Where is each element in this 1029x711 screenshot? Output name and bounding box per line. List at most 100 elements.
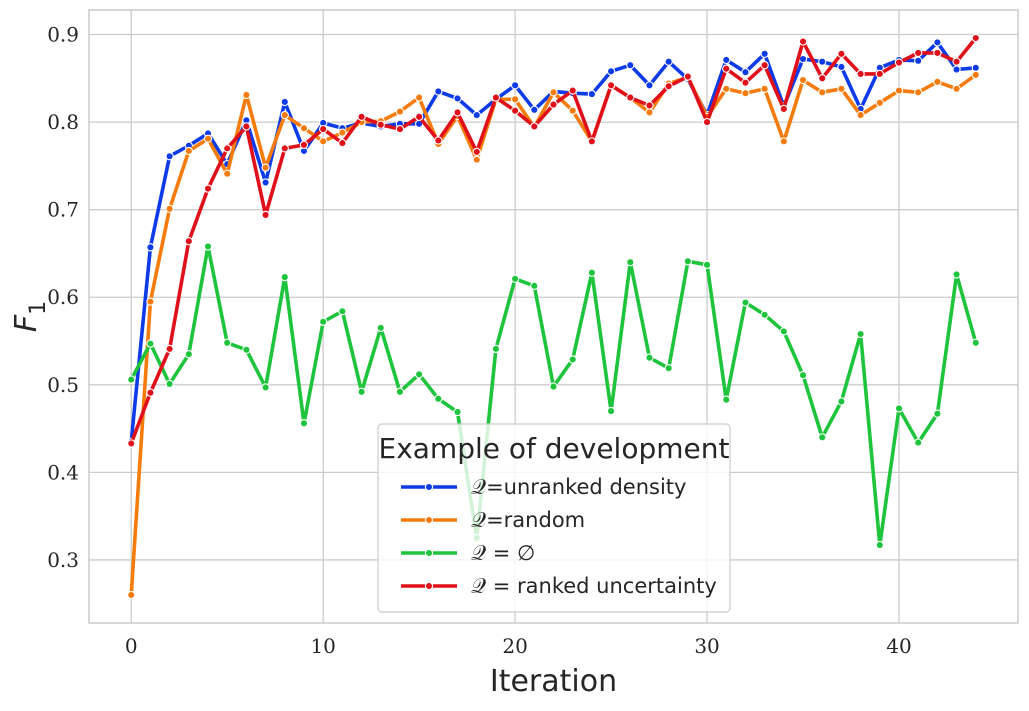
data-point: [587, 89, 597, 99]
data-point: [357, 387, 366, 396]
legend-label: 𝒬 = ranked uncertainty: [471, 574, 717, 598]
data-point: [568, 355, 577, 364]
data-point: [798, 37, 808, 46]
data-point: [741, 298, 750, 307]
data-point: [971, 70, 980, 79]
data-point: [722, 64, 731, 73]
series-layer: [127, 33, 980, 600]
y-tick-label: 0.3: [47, 548, 79, 572]
series-4: [127, 33, 980, 448]
data-point: [299, 419, 309, 428]
data-point: [472, 155, 481, 164]
data-point: [510, 95, 520, 104]
x-tick-label: 10: [310, 634, 335, 658]
data-point: [319, 137, 328, 146]
data-point: [971, 338, 980, 347]
data-point: [856, 329, 865, 339]
data-point: [510, 81, 520, 90]
data-point: [741, 68, 750, 77]
data-point: [165, 204, 174, 213]
tick-labels: 0 10 20 30 40 0.3 0.4 0.5 0.6 0.7 0.8 0.9: [47, 23, 912, 658]
data-point: [261, 210, 270, 220]
data-point: [933, 38, 942, 47]
data-point: [914, 56, 923, 65]
y-tick-label: 0.4: [47, 460, 79, 484]
legend-items: 𝒬=unranked density 𝒬=random 𝒬 = ∅ 𝒬 = ranke…: [401, 475, 717, 598]
data-point: [722, 395, 731, 404]
data-point: [702, 260, 712, 269]
data-point: [818, 433, 827, 442]
data-point: [568, 106, 577, 115]
data-point: [338, 307, 347, 316]
data-point: [261, 383, 270, 392]
data-point: [914, 438, 923, 447]
data-point: [357, 112, 366, 121]
data-point: [414, 112, 424, 121]
data-point: [165, 379, 174, 389]
x-tick-label: 30: [694, 634, 719, 658]
legend-label: 𝒬 = ∅: [471, 541, 535, 565]
data-point: [472, 147, 481, 157]
data-point: [664, 82, 673, 91]
data-point: [549, 88, 558, 97]
data-point: [203, 242, 213, 251]
plot-frame: [88, 9, 1019, 624]
data-point: [645, 353, 654, 362]
data-point: [434, 87, 443, 96]
data-point: [894, 58, 904, 67]
data-point: [223, 169, 232, 178]
data-point: [453, 407, 462, 417]
data-point: [280, 144, 289, 153]
y-tick-label: 0.8: [47, 110, 79, 134]
data-point: [894, 404, 904, 413]
data-point: [722, 55, 731, 65]
series-3: [127, 242, 980, 550]
y-axis-title-main: F: [9, 314, 44, 332]
data-point: [875, 69, 884, 79]
data-point: [510, 106, 520, 115]
data-point: [568, 86, 577, 95]
data-point: [146, 297, 155, 306]
data-point: [510, 274, 520, 283]
data-point: [434, 394, 443, 403]
data-point: [606, 81, 616, 90]
data-point: [223, 338, 232, 347]
data-point: [414, 93, 424, 102]
data-point: [184, 350, 193, 359]
data-point: [395, 107, 405, 116]
data-point: [338, 128, 347, 137]
legend-label: 𝒬=unranked density: [471, 475, 686, 499]
data-point: [645, 108, 654, 117]
data-point: [664, 364, 673, 373]
data-point: [760, 310, 769, 319]
data-point: [818, 74, 827, 83]
data-point: [683, 72, 693, 81]
data-point: [837, 62, 846, 72]
data-point: [280, 110, 289, 120]
legend-item: 𝒬=random: [401, 508, 585, 532]
data-point: [549, 382, 558, 391]
data-point: [530, 105, 539, 114]
data-point: [856, 69, 865, 79]
data-point: [242, 90, 251, 100]
data-point: [702, 117, 712, 127]
data-point: [875, 98, 884, 107]
data-point: [606, 67, 616, 76]
data-point: [203, 184, 213, 193]
data-point: [261, 163, 270, 172]
data-point: [203, 134, 213, 143]
data-point: [626, 93, 635, 102]
data-point: [127, 590, 136, 600]
data-point: [395, 387, 405, 396]
data-point: [453, 108, 462, 117]
data-point: [338, 138, 347, 148]
legend-title: Example of development: [379, 432, 730, 465]
data-point: [434, 136, 443, 145]
svg-text:F1: F1: [9, 301, 51, 332]
data-point: [798, 371, 808, 380]
legend-box: [377, 423, 731, 613]
data-point: [146, 243, 155, 252]
data-point: [952, 84, 961, 93]
legend-marker: [424, 515, 434, 525]
data-point: [722, 84, 731, 93]
